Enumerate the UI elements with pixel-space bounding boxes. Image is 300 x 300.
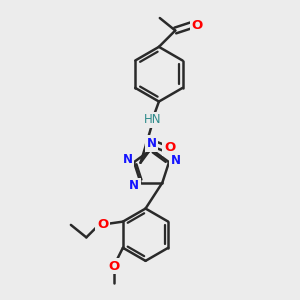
Text: O: O bbox=[191, 19, 203, 32]
Text: O: O bbox=[164, 141, 175, 154]
Text: N: N bbox=[129, 179, 139, 192]
Text: N: N bbox=[146, 137, 157, 150]
Text: N: N bbox=[122, 153, 132, 166]
Text: HN: HN bbox=[144, 113, 161, 127]
Text: N: N bbox=[171, 154, 181, 167]
Text: O: O bbox=[97, 218, 108, 230]
Text: O: O bbox=[108, 260, 120, 273]
